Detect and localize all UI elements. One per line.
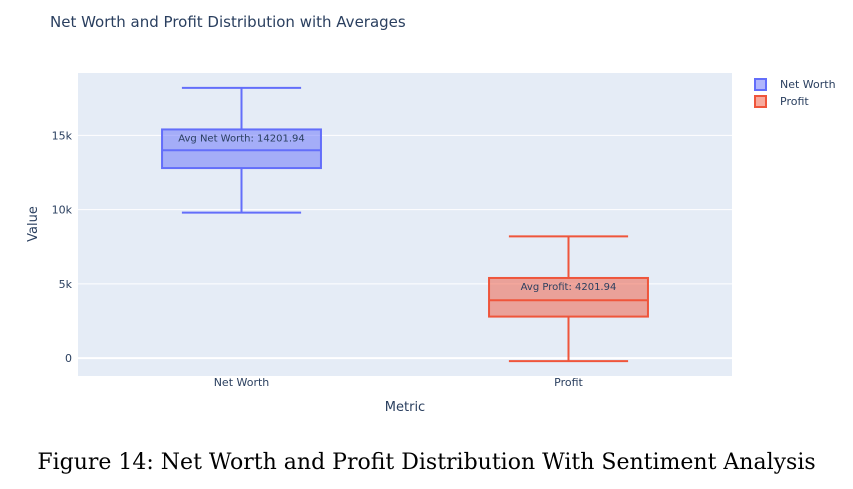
y-axis-ticks: 0 5k 10k 15k bbox=[52, 129, 73, 365]
chart-title: Net Worth and Profit Distribution with A… bbox=[50, 13, 406, 31]
x-axis-ticks: Net Worth Profit bbox=[214, 376, 584, 389]
box-plots bbox=[161, 86, 649, 363]
legend: Net Worth Profit bbox=[754, 78, 836, 108]
plot-area bbox=[78, 73, 732, 376]
y-tick-label: 0 bbox=[65, 352, 72, 365]
chart-figure: Net Worth and Profit Distribution with A… bbox=[26, 13, 836, 415]
legend-swatch bbox=[754, 78, 767, 91]
y-tick-label: 5k bbox=[59, 278, 73, 291]
legend-label: Net Worth bbox=[780, 78, 836, 91]
figure-caption: Figure 14: Net Worth and Profit Distribu… bbox=[37, 450, 816, 475]
y-tick-label: 15k bbox=[52, 129, 73, 142]
annotations: Avg Net Worth: 14201.94 Avg Profit: 4201.… bbox=[178, 133, 616, 293]
x-tick-label: Net Worth bbox=[214, 376, 270, 389]
y-tick-label: 10k bbox=[52, 204, 73, 217]
x-axis-title: Metric bbox=[385, 400, 425, 415]
box-net-worth bbox=[161, 86, 322, 214]
legend-swatch bbox=[754, 95, 767, 108]
box-iqr bbox=[161, 128, 322, 170]
y-axis-title: Value bbox=[26, 206, 41, 242]
box-profit bbox=[488, 235, 649, 363]
x-tick-label: Profit bbox=[554, 376, 583, 389]
average-annotation: Avg Net Worth: 14201.94 bbox=[178, 133, 304, 144]
average-annotation: Avg Profit: 4201.94 bbox=[521, 282, 617, 293]
legend-label: Profit bbox=[780, 95, 809, 108]
box-iqr bbox=[488, 276, 649, 318]
